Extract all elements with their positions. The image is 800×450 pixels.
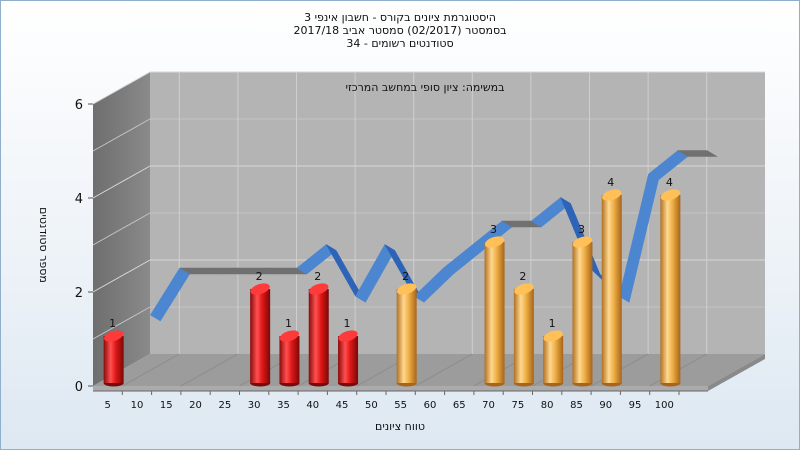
x-tick-label: 100 (655, 400, 674, 411)
y-tick-label: 4 (75, 192, 83, 207)
grid-line-floor (415, 353, 473, 387)
bar (513, 283, 534, 387)
x-tick-label: 10 (131, 400, 144, 411)
bar-value-label: 2 (402, 270, 409, 283)
ribbon-segment (676, 150, 719, 157)
bar-body (660, 195, 681, 383)
x-tick-label: 5 (104, 400, 110, 411)
y-tick-label: 6 (75, 98, 83, 113)
x-tick-label: 85 (570, 400, 583, 411)
bar-value-label: 3 (578, 223, 585, 236)
x-tick-label: 55 (394, 400, 407, 411)
y-axis-label: מספר סטודנטים (37, 207, 50, 283)
bar (308, 283, 329, 387)
bar (601, 189, 622, 387)
grid-line-side (92, 118, 151, 152)
bar-value-label: 2 (519, 270, 526, 283)
grid-line-side (92, 71, 151, 105)
x-tick-label: 40 (306, 400, 319, 411)
bar-body (103, 336, 124, 383)
bar-value-label: 1 (109, 317, 116, 330)
x-tick-label: 30 (248, 400, 261, 411)
x-tick-label: 60 (424, 400, 437, 411)
bar-top (484, 236, 505, 248)
bars-layer (103, 189, 681, 387)
bar-body (396, 289, 417, 383)
bar-value-label: 2 (314, 270, 321, 283)
bar-body (543, 336, 564, 383)
x-tick-labels: 5 10 15 20 25 30 35 40 45 50 55 60 65 70 75 80 85 90 95 100 (104, 391, 680, 411)
x-tick-label: 25 (218, 400, 231, 411)
bar-body (601, 195, 622, 383)
bar (543, 330, 564, 387)
grid-line-floor (122, 353, 180, 387)
bar-top (104, 330, 124, 342)
bar (484, 236, 505, 387)
floor-right-edge (708, 354, 765, 391)
x-tick-label: 80 (541, 400, 554, 411)
chart-title-line-3: סטודנטים רשומים - 34 (346, 37, 454, 50)
x-tick-label: 90 (599, 400, 612, 411)
bar-body (250, 289, 271, 383)
y-tick-label: 2 (75, 286, 83, 301)
bar-value-label: 1 (344, 317, 351, 330)
bar-body (513, 289, 534, 383)
bar-value-label: 4 (607, 176, 614, 189)
bar-body (279, 336, 300, 383)
bar (338, 330, 359, 387)
bar-body (308, 289, 329, 383)
x-tick-label: 35 (277, 400, 290, 411)
bar-value-label: 3 (490, 223, 497, 236)
x-tick-label: 50 (365, 400, 378, 411)
grid-line-floor (180, 353, 239, 387)
bar (660, 189, 681, 387)
bar-top (250, 283, 270, 295)
bar (572, 236, 593, 387)
bar-top (309, 283, 329, 295)
value-labels-layer: 1 2 1 2 1 2 3 2 1 3 4 4 (109, 176, 673, 330)
bar-body (338, 336, 359, 383)
bar-top (660, 189, 680, 201)
x-tick-label: 95 (629, 400, 642, 411)
x-tick-label: 45 (336, 400, 349, 411)
x-tick-label: 65 (453, 400, 466, 411)
y-tick-labels: 0 2 4 6 (75, 98, 93, 395)
chart-title-line-2: בסמסטר (02/2017) סמסטר אביב 2017/18 (293, 24, 507, 37)
x-tick-label: 15 (160, 400, 173, 411)
x-tick-label: 75 (511, 400, 524, 411)
bar-top (572, 236, 593, 248)
bar-top (279, 330, 300, 342)
bar-top (514, 283, 534, 295)
bar-value-label: 2 (256, 270, 263, 283)
bar-value-label: 4 (666, 176, 673, 189)
x-tick-label: 70 (482, 400, 495, 411)
x-tick-label: 20 (189, 400, 202, 411)
grid-line-side (92, 306, 151, 340)
bar-body (572, 242, 593, 383)
chart-subtitle: במשימה: ציון סופי במחשב המרכזי (345, 81, 504, 94)
chart-title-line-1: היסטוגרמת ציונים בקורס - חשבון אינפי 3 (304, 11, 496, 24)
bar (250, 283, 271, 387)
bar (103, 330, 124, 387)
bar-value-label: 1 (549, 317, 556, 330)
bar-top (338, 330, 358, 342)
bar-top (397, 283, 417, 295)
bar (279, 330, 300, 387)
bar-top (543, 330, 563, 342)
floor-front-edge (93, 386, 708, 391)
y-tick-label: 0 (75, 380, 83, 395)
grid-line-side (92, 259, 151, 293)
x-axis-label: טווח ציונים (375, 420, 425, 433)
bar-value-label: 1 (285, 317, 292, 330)
bar (396, 283, 417, 387)
bar-top (602, 189, 622, 201)
grid-line-side (92, 212, 151, 246)
grid-line-side (92, 165, 151, 199)
bar-body (484, 242, 505, 383)
